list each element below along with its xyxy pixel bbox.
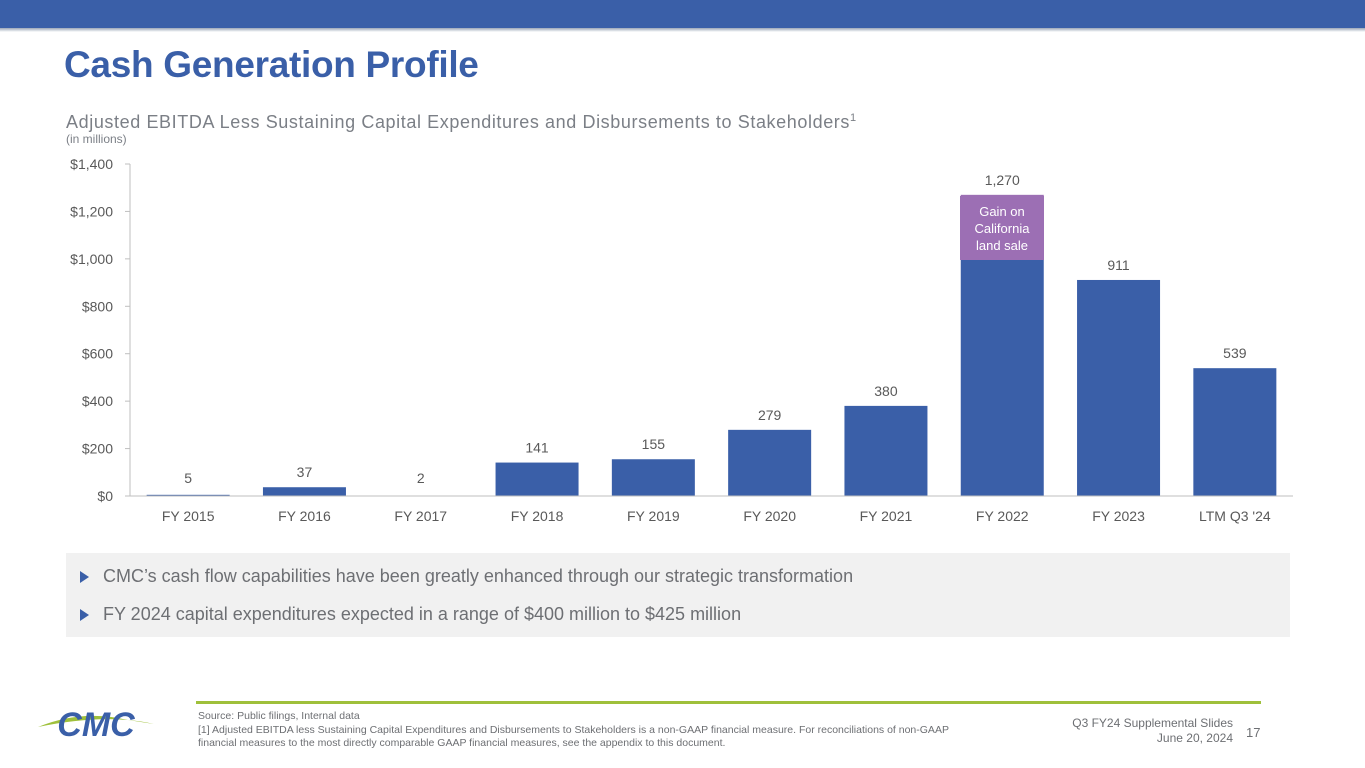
deck-info: Q3 FY24 Supplemental Slides June 20, 202…: [1072, 716, 1233, 746]
y-tick-label: $1,000: [70, 251, 113, 267]
bullet-triangle-icon: [80, 608, 89, 621]
page-number: 17: [1246, 725, 1261, 740]
bar: [146, 494, 230, 496]
y-tick-label: $0: [97, 488, 113, 504]
data-label: 539: [1223, 345, 1247, 361]
data-label: 5: [184, 470, 192, 486]
data-label: 380: [874, 383, 898, 399]
x-tick-label: FY 2020: [743, 508, 796, 524]
bar: [844, 405, 928, 496]
x-tick-label: FY 2017: [394, 508, 447, 524]
bullet-item: FY 2024 capital expenditures expected in…: [80, 604, 741, 625]
bullet-text: CMC’s cash flow capabilities have been g…: [103, 566, 854, 586]
bullet-text: FY 2024 capital expenditures expected in…: [103, 604, 742, 624]
x-tick-label: FY 2022: [976, 508, 1029, 524]
logo-text: CMC: [57, 706, 135, 742]
data-label: 911: [1107, 257, 1130, 273]
bar: [1077, 279, 1161, 496]
y-tick-label: $1,200: [70, 203, 113, 219]
x-tick-label: LTM Q3 '24: [1199, 508, 1271, 524]
chart-subtitle-text: Adjusted EBITDA Less Sustaining Capital …: [66, 112, 851, 132]
cmc-logo: CMC: [38, 706, 154, 742]
footer-divider: [196, 701, 1261, 704]
data-label: 279: [758, 407, 782, 423]
deck-title: Q3 FY24 Supplemental Slides: [1072, 716, 1233, 730]
y-tick-label: $200: [82, 441, 113, 457]
data-label: 141: [525, 440, 549, 456]
footnote-marker: 1: [850, 112, 857, 124]
bar-chart: $0 $200 $400 $600 $800 $1,000 $1,200 $1,400 5 37…: [70, 156, 1293, 524]
data-label: 2: [417, 470, 425, 486]
y-axis: $0 $200 $400 $600 $800 $1,000 $1,200 $1,400: [70, 156, 131, 504]
bar-series: 5 37 2 141 155 279 380 1,270 911 539: [146, 172, 1277, 497]
chart-subtitle: Adjusted EBITDA Less Sustaining Capital …: [66, 112, 857, 133]
bar: [960, 258, 1044, 496]
bullet-item: CMC’s cash flow capabilities have been g…: [80, 566, 853, 587]
top-banner-shadow: [0, 28, 1365, 32]
land-sale-callout-text: Gain on California land sale: [974, 203, 1030, 253]
bullet-triangle-icon: [80, 570, 89, 583]
x-tick-label: FY 2016: [278, 508, 331, 524]
data-label: 37: [297, 464, 313, 480]
data-label: 155: [642, 436, 666, 452]
bar: [262, 487, 346, 496]
logo-swoosh: [38, 715, 154, 727]
bar: [495, 462, 579, 496]
x-tick-label: FY 2018: [511, 508, 564, 524]
y-tick-label: $1,400: [70, 156, 113, 172]
top-banner: [0, 0, 1365, 28]
x-tick-label: FY 2019: [627, 508, 680, 524]
gaap-footnote: [1] Adjusted EBITDA less Sustaining Capi…: [198, 723, 949, 750]
x-tick-label: FY 2023: [1092, 508, 1145, 524]
y-tick-label: $800: [82, 298, 113, 314]
y-tick-label: $400: [82, 393, 113, 409]
footnote-block: Source: Public filings, Internal data [1…: [198, 710, 988, 751]
bar: [1193, 368, 1277, 496]
x-tick-label: FY 2015: [162, 508, 215, 524]
key-points-box: CMC’s cash flow capabilities have been g…: [66, 553, 1290, 637]
x-tick-label: FY 2021: [860, 508, 913, 524]
x-axis: FY 2015 FY 2016 FY 2017 FY 2018 FY 2019 FY 20…: [130, 495, 1293, 524]
chart-units: (in millions): [66, 132, 127, 146]
y-tick-label: $600: [82, 346, 113, 362]
deck-date: June 20, 2024: [1156, 731, 1233, 745]
bar: [611, 459, 695, 496]
page-title: Cash Generation Profile: [64, 44, 479, 85]
source-note: Source: Public filings, Internal data: [198, 710, 360, 722]
land-sale-callout: Gain on California land sale: [960, 196, 1044, 260]
data-label: 1,270: [985, 172, 1020, 188]
bar: [728, 429, 812, 496]
